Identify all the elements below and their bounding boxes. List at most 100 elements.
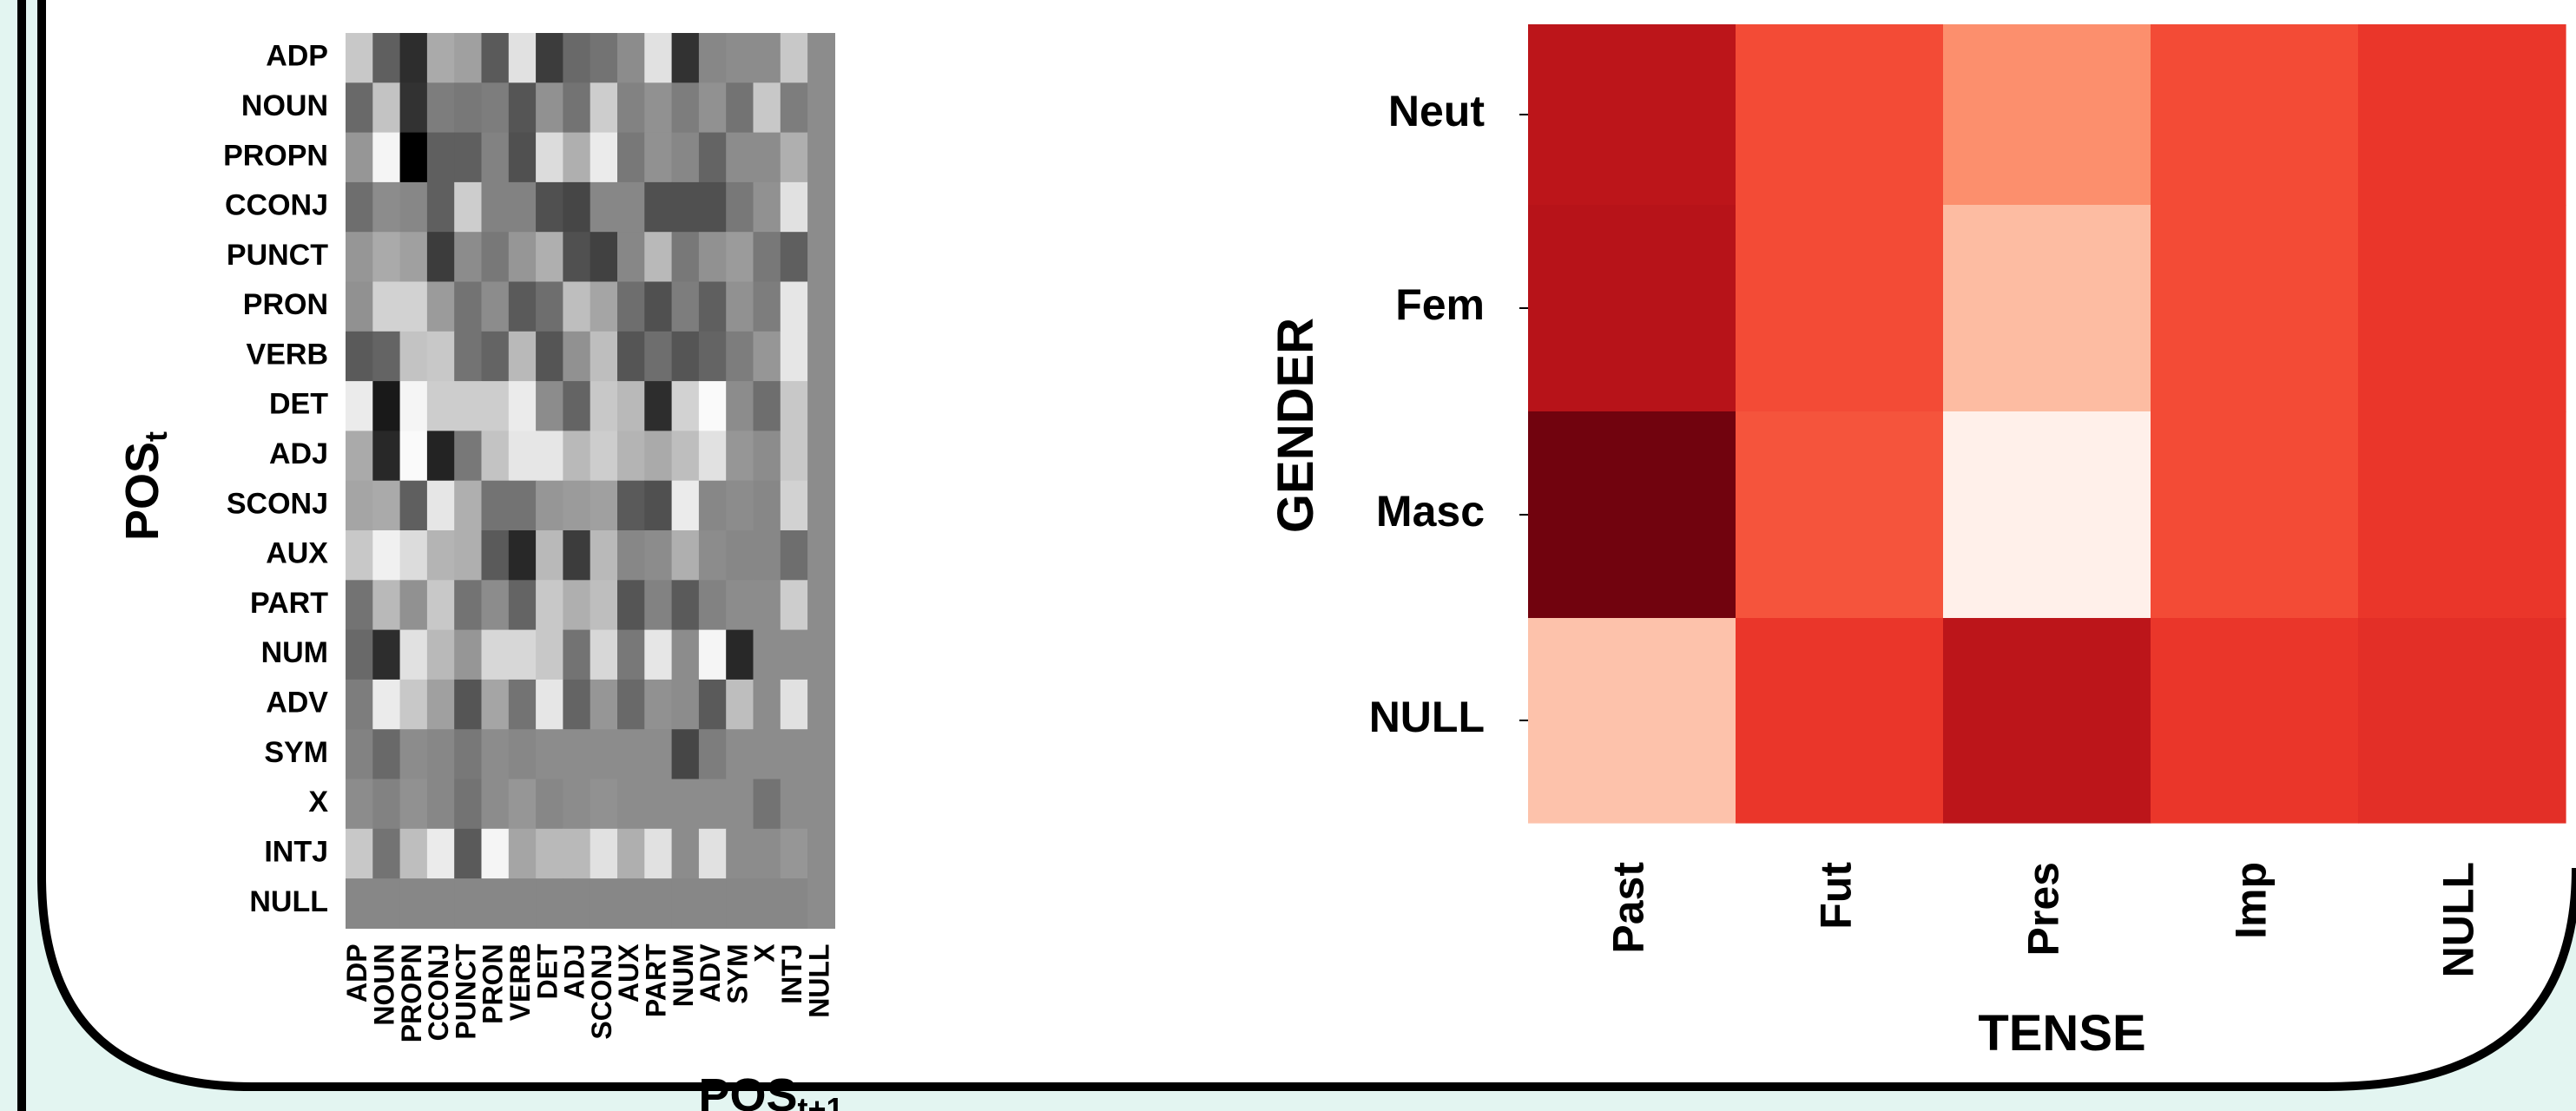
heatmap-cell-det-punct bbox=[454, 381, 483, 431]
heatmap-cell-adp-null bbox=[807, 33, 835, 83]
row-label-pron: PRON bbox=[243, 288, 328, 321]
heatmap-cell-x-det bbox=[536, 779, 563, 830]
heatmap-cell-verb-sym bbox=[726, 331, 754, 382]
heatmap-cell-sconj-sym bbox=[726, 480, 754, 531]
heatmap-cell-intj-adp bbox=[346, 828, 373, 879]
row-label-fem: Fem bbox=[1395, 280, 1485, 329]
heatmap-cell-sconj-adp bbox=[346, 480, 373, 531]
heatmap-cell-pron-intj bbox=[780, 281, 808, 332]
heatmap-cell-part-adp bbox=[346, 580, 373, 631]
col-label-adp: ADP bbox=[341, 943, 372, 1003]
heatmap-cell-punct-null bbox=[807, 232, 835, 283]
heatmap-cell-neut-imp bbox=[2151, 24, 2359, 206]
heatmap-cell-num-adp bbox=[346, 629, 373, 680]
heatmap-cell-null-num bbox=[671, 878, 700, 929]
heatmap-cell-det-adv bbox=[698, 381, 727, 431]
heatmap-cell-propn-punct bbox=[454, 132, 483, 183]
heatmap-cell-sconj-propn bbox=[399, 480, 428, 531]
heatmap-cell-fem-imp bbox=[2151, 205, 2359, 412]
heatmap-cell-propn-det bbox=[536, 132, 563, 183]
heatmap-cell-adj-part bbox=[644, 431, 673, 482]
heatmap-cell-propn-sconj bbox=[590, 132, 618, 183]
row-label-punct: PUNCT bbox=[227, 239, 328, 272]
heatmap-cell-num-num bbox=[671, 629, 700, 680]
heatmap-cell-cconj-noun bbox=[372, 181, 401, 233]
heatmap-cell-pron-det bbox=[536, 281, 563, 332]
heatmap-cell-adv-adv bbox=[698, 679, 727, 730]
heatmap-cell-sym-adp bbox=[346, 729, 373, 780]
heatmap-cell-null-propn bbox=[399, 878, 428, 929]
heatmap-cell-pron-pron bbox=[481, 281, 510, 332]
heatmap-cell-noun-null bbox=[807, 82, 835, 134]
heatmap-cell-noun-adp bbox=[346, 82, 373, 134]
heatmap-cell-intj-null bbox=[807, 828, 835, 879]
pos-x-axis-title-main: POS bbox=[698, 1069, 797, 1111]
heatmap-cell-sconj-x bbox=[753, 480, 781, 531]
heatmap-cell-x-num bbox=[671, 779, 700, 830]
heatmap-cell-intj-verb bbox=[508, 828, 537, 879]
heatmap-cell-det-intj bbox=[780, 381, 808, 431]
heatmap-cell-null-intj bbox=[780, 878, 808, 929]
heatmap-cell-punct-verb bbox=[508, 232, 537, 283]
heatmap-cell-intj-det bbox=[536, 828, 563, 879]
heatmap-cell-aux-noun bbox=[372, 530, 401, 581]
heatmap-cell-verb-sconj bbox=[590, 331, 618, 382]
heatmap-cell-sconj-pron bbox=[481, 480, 510, 531]
heatmap-cell-pron-sconj bbox=[590, 281, 618, 332]
heatmap-cell-propn-adv bbox=[698, 132, 727, 183]
heatmap-cell-noun-aux bbox=[617, 82, 645, 134]
heatmap-cell-punct-propn bbox=[399, 232, 428, 283]
heatmap-cell-adp-propn bbox=[399, 33, 428, 83]
heatmap-cell-num-x bbox=[753, 629, 781, 680]
heatmap-cell-verb-aux bbox=[617, 331, 645, 382]
heatmap-cell-aux-x bbox=[753, 530, 781, 581]
heatmap-cell-null-fut bbox=[1736, 618, 1944, 824]
heatmap-cell-sconj-adj bbox=[563, 480, 591, 531]
pos-heatmap-row-labels: ADP NOUN PROPN CCONJ PUNCT PRON VERB DET ADJ SCON… bbox=[223, 40, 328, 918]
heatmap-cell-punct-aux bbox=[617, 232, 645, 283]
heatmap-cell-null-punct bbox=[454, 878, 483, 929]
heatmap-cell-part-propn bbox=[399, 580, 428, 631]
heatmap-cell-det-det bbox=[536, 381, 563, 431]
heatmap-cell-cconj-cconj bbox=[426, 181, 455, 233]
heatmap-cell-verb-pron bbox=[481, 331, 510, 382]
heatmap-cell-adv-null bbox=[807, 679, 835, 730]
col-label-fut: Fut bbox=[1812, 862, 1861, 930]
row-label-sym: SYM bbox=[264, 736, 328, 769]
heatmap-cell-sym-adj bbox=[563, 729, 591, 780]
heatmap-cell-neut-pres bbox=[1943, 24, 2151, 206]
heatmap-cell-propn-verb bbox=[508, 132, 537, 183]
heatmap-cell-part-noun bbox=[372, 580, 401, 631]
row-label-propn: PROPN bbox=[223, 139, 328, 172]
heatmap-cell-sym-verb bbox=[508, 729, 537, 780]
heatmap-cell-sym-num bbox=[671, 729, 700, 780]
heatmap-cell-part-cconj bbox=[426, 580, 455, 631]
heatmap-cell-adj-punct bbox=[454, 431, 483, 482]
heatmap-cell-adj-x bbox=[753, 431, 781, 482]
heatmap-cell-pron-adv bbox=[698, 281, 727, 332]
heatmap-cell-intj-sym bbox=[726, 828, 754, 879]
heatmap-cell-verb-null bbox=[807, 331, 835, 382]
heatmap-cell-adp-num bbox=[671, 33, 700, 83]
heatmap-cell-verb-adj bbox=[563, 331, 591, 382]
pos-y-axis-title: POSt bbox=[116, 431, 174, 541]
heatmap-cell-adp-sym bbox=[726, 33, 754, 83]
heatmap-cell-adv-sconj bbox=[590, 679, 618, 730]
heatmap-cell-adv-punct bbox=[454, 679, 483, 730]
heatmap-cell-sconj-verb bbox=[508, 480, 537, 531]
heatmap-cell-cconj-x bbox=[753, 181, 781, 233]
heatmap-cell-sym-part bbox=[644, 729, 673, 780]
heatmap-cell-x-adp bbox=[346, 779, 373, 830]
heatmap-cell-intj-num bbox=[671, 828, 700, 879]
heatmap-cell-pron-propn bbox=[399, 281, 428, 332]
heatmap-cell-aux-adv bbox=[698, 530, 727, 581]
heatmap-cell-x-sym bbox=[726, 779, 754, 830]
heatmap-cell-punct-adp bbox=[346, 232, 373, 283]
heatmap-cell-x-propn bbox=[399, 779, 428, 830]
heatmap-cell-propn-sym bbox=[726, 132, 754, 183]
heatmap-cell-det-sym bbox=[726, 381, 754, 431]
heatmap-cell-cconj-null bbox=[807, 181, 835, 233]
heatmap-cell-part-pron bbox=[481, 580, 510, 631]
heatmap-cell-adv-adj bbox=[563, 679, 591, 730]
heatmap-cell-aux-cconj bbox=[426, 530, 455, 581]
